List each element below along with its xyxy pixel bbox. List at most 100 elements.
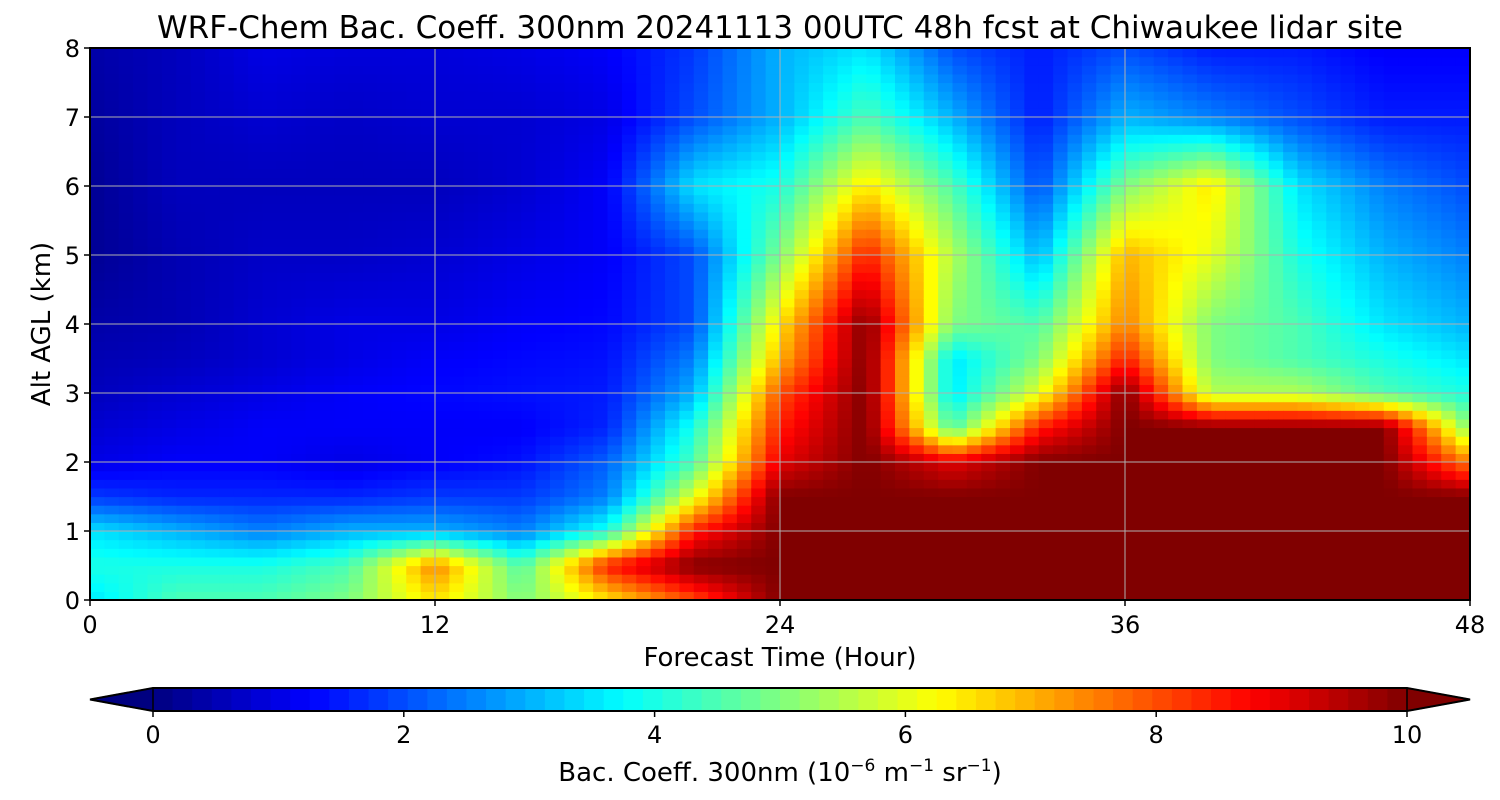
- heatmap-cell: [621, 134, 637, 144]
- heatmap-cell: [1067, 565, 1083, 575]
- heatmap-cell: [880, 531, 896, 541]
- heatmap-cell: [1010, 108, 1025, 118]
- heatmap-cell: [1182, 263, 1198, 273]
- heatmap-cell: [665, 582, 680, 592]
- heatmap-cell: [851, 505, 867, 515]
- heatmap-cell: [104, 505, 120, 515]
- heatmap-cell: [205, 418, 220, 429]
- heatmap-cell: [564, 479, 580, 489]
- heatmap-cell: [823, 332, 839, 342]
- heatmap-cell: [176, 427, 192, 437]
- heatmap-cell: [1182, 203, 1198, 213]
- heatmap-cell: [578, 384, 594, 394]
- heatmap-cell: [722, 151, 738, 161]
- heatmap-cell: [233, 574, 249, 584]
- heatmap-cell: [808, 108, 824, 118]
- heatmap-cell: [521, 177, 537, 187]
- heatmap-cell: [1196, 574, 1212, 584]
- heatmap-cell: [147, 125, 163, 135]
- heatmap-cell: [190, 246, 206, 256]
- heatmap-cell: [708, 108, 724, 118]
- heatmap-cell: [1096, 168, 1112, 178]
- heatmap-cell: [952, 125, 968, 135]
- heatmap-cell: [1010, 160, 1025, 170]
- heatmap-cell: [636, 142, 652, 153]
- heatmap-cell: [636, 263, 652, 273]
- heatmap-cell: [880, 125, 896, 135]
- heatmap-cell: [1067, 462, 1083, 472]
- heatmap-cell: [1024, 237, 1040, 247]
- heatmap-cell: [1067, 237, 1083, 247]
- heatmap-cell: [1125, 565, 1140, 575]
- heatmap-cell: [233, 56, 249, 66]
- heatmap-cell: [895, 125, 910, 135]
- heatmap-cell: [1053, 436, 1069, 446]
- heatmap-cell: [679, 220, 695, 230]
- heatmap-cell: [205, 531, 220, 541]
- heatmap-cell: [578, 125, 594, 135]
- heatmap-cell: [291, 418, 307, 429]
- heatmap-cell: [506, 565, 522, 575]
- heatmap-cell: [1153, 280, 1169, 291]
- heatmap-cell: [636, 470, 652, 480]
- heatmap-cell: [535, 160, 551, 170]
- heatmap-cell: [262, 565, 278, 575]
- heatmap-cell: [161, 56, 177, 66]
- heatmap-cell: [1110, 496, 1126, 506]
- heatmap-cell: [1196, 117, 1212, 127]
- heatmap-cell: [550, 142, 565, 153]
- heatmap-cell: [291, 125, 307, 135]
- heatmap-cell: [693, 237, 709, 247]
- heatmap-cell: [1024, 427, 1040, 437]
- heatmap-cell: [780, 444, 795, 454]
- heatmap-cell: [780, 384, 795, 394]
- heatmap-cell: [248, 418, 264, 429]
- heatmap-cell: [693, 479, 709, 489]
- heatmap-cell: [837, 82, 853, 92]
- heatmap-cell: [478, 315, 494, 325]
- heatmap-cell: [363, 531, 379, 541]
- heatmap-cell: [866, 418, 882, 429]
- heatmap-cell: [1081, 384, 1097, 394]
- heatmap-cell: [794, 427, 810, 437]
- heatmap-cell: [190, 108, 206, 118]
- heatmap-cell: [736, 401, 752, 411]
- heatmap-cell: [478, 444, 494, 454]
- heatmap-cell: [1168, 539, 1184, 549]
- heatmap-cell: [665, 349, 680, 360]
- heatmap-cell: [650, 306, 666, 316]
- heatmap-cell: [966, 211, 982, 222]
- heatmap-cell: [262, 298, 278, 308]
- heatmap-cell: [161, 513, 177, 523]
- heatmap-cell: [1125, 73, 1140, 84]
- heatmap-cell: [895, 203, 910, 213]
- heatmap-cell: [808, 531, 824, 541]
- heatmap-cell: [693, 574, 709, 584]
- heatmap-cell: [1196, 125, 1212, 135]
- heatmap-cell: [219, 220, 235, 230]
- heatmap-cell: [952, 65, 968, 75]
- heatmap-cell: [765, 574, 781, 584]
- heatmap-cell: [1125, 117, 1140, 127]
- heatmap-cell: [1139, 505, 1155, 515]
- heatmap-cell: [1110, 505, 1126, 515]
- heatmap-cell: [420, 117, 436, 127]
- heatmap-cell: [866, 194, 882, 204]
- heatmap-cell: [449, 142, 465, 153]
- heatmap-cell: [420, 151, 436, 161]
- heatmap-cell: [780, 436, 795, 446]
- heatmap-cell: [693, 470, 709, 480]
- heatmap-cell: [866, 99, 882, 109]
- heatmap-cell: [391, 436, 407, 446]
- heatmap-cell: [133, 142, 149, 153]
- heatmap-cell: [851, 496, 867, 506]
- heatmap-cell: [535, 56, 551, 66]
- heatmap-cell: [90, 177, 105, 187]
- heatmap-cell: [104, 418, 120, 429]
- heatmap-cell: [276, 444, 292, 454]
- heatmap-cell: [1038, 367, 1054, 377]
- heatmap-cell: [621, 82, 637, 92]
- heatmap-cell: [420, 315, 436, 325]
- heatmap-cell: [593, 48, 609, 58]
- heatmap-cell: [722, 73, 738, 84]
